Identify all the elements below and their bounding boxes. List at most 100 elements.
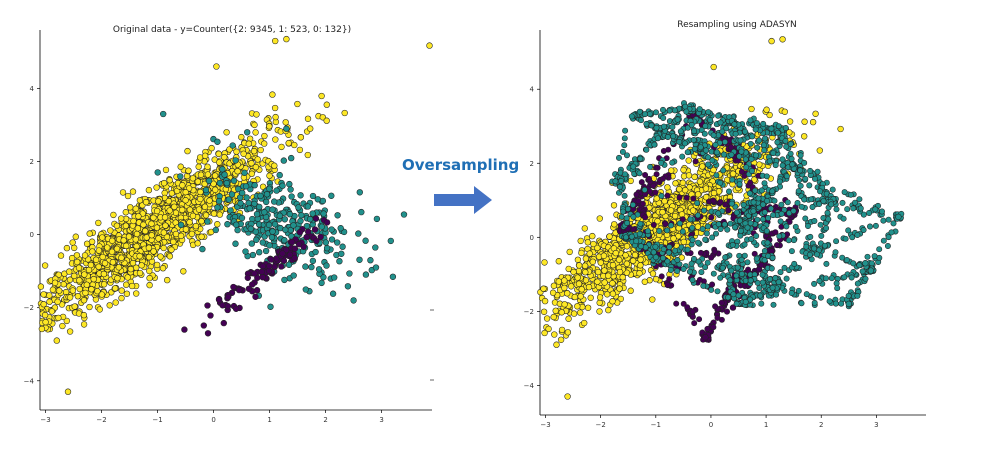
point-class-2 xyxy=(695,191,701,197)
point-class-2 xyxy=(134,243,140,249)
point-class-2 xyxy=(550,290,556,296)
point-class-1 xyxy=(762,248,767,253)
point-class-1 xyxy=(625,206,630,211)
point-class-2 xyxy=(81,272,87,278)
point-class-0 xyxy=(233,306,239,312)
point-class-1 xyxy=(653,110,658,115)
point-class-2 xyxy=(258,147,264,153)
point-class-1 xyxy=(810,204,815,209)
point-class-1 xyxy=(784,224,789,229)
point-class-1 xyxy=(281,158,287,164)
y-tick-label: 0 xyxy=(530,234,534,242)
point-class-2 xyxy=(163,223,169,229)
point-class-2 xyxy=(58,253,64,259)
point-class-2 xyxy=(673,180,679,186)
point-class-1 xyxy=(680,154,685,159)
point-class-2 xyxy=(146,245,152,251)
point-class-1 xyxy=(741,202,746,207)
point-class-1 xyxy=(770,255,775,260)
point-class-2 xyxy=(686,173,692,179)
point-class-2 xyxy=(89,286,95,292)
point-class-1 xyxy=(744,165,749,170)
point-class-2 xyxy=(681,167,687,173)
point-class-2 xyxy=(810,119,816,125)
point-class-2 xyxy=(637,270,643,276)
point-class-1 xyxy=(233,158,239,164)
point-class-2 xyxy=(139,262,145,268)
point-class-2 xyxy=(650,271,656,277)
point-class-1 xyxy=(783,138,788,143)
point-class-1 xyxy=(644,147,649,152)
point-class-2 xyxy=(692,174,698,180)
point-class-2 xyxy=(93,257,99,263)
point-class-2 xyxy=(137,270,143,276)
point-class-2 xyxy=(286,140,292,146)
point-class-1 xyxy=(743,157,748,162)
point-class-2 xyxy=(202,204,208,210)
point-class-1 xyxy=(873,223,878,228)
arrow-shape xyxy=(434,186,492,214)
point-class-2 xyxy=(813,111,819,117)
point-class-2 xyxy=(193,223,199,229)
point-class-2 xyxy=(178,233,184,239)
point-class-2 xyxy=(561,285,567,291)
point-class-2 xyxy=(579,286,585,292)
point-class-2 xyxy=(595,269,601,275)
point-class-2 xyxy=(162,214,168,220)
point-class-1 xyxy=(705,260,710,265)
point-class-0 xyxy=(709,282,714,287)
point-class-1 xyxy=(203,187,209,193)
point-class-1 xyxy=(319,224,325,230)
point-class-1 xyxy=(622,193,627,198)
point-class-2 xyxy=(39,326,45,332)
point-class-2 xyxy=(133,291,139,297)
point-class-2 xyxy=(154,225,160,231)
point-class-0 xyxy=(685,305,690,310)
point-class-2 xyxy=(42,263,48,269)
point-class-0 xyxy=(660,176,665,181)
point-class-1 xyxy=(877,247,882,252)
point-class-1 xyxy=(833,239,838,244)
point-class-1 xyxy=(645,228,650,233)
point-class-1 xyxy=(230,143,236,149)
point-class-2 xyxy=(583,256,589,262)
point-class-2 xyxy=(183,227,189,233)
point-class-1 xyxy=(303,287,309,293)
point-class-1 xyxy=(722,222,727,227)
x-tick-label: −3 xyxy=(40,416,50,424)
point-class-2 xyxy=(638,262,644,268)
point-class-1 xyxy=(274,188,280,194)
point-class-1 xyxy=(622,143,627,148)
point-class-0 xyxy=(719,300,724,305)
point-class-2 xyxy=(167,177,173,183)
point-class-1 xyxy=(772,198,777,203)
point-class-2 xyxy=(541,309,547,315)
point-class-2 xyxy=(266,123,272,129)
point-class-0 xyxy=(324,220,330,226)
point-class-1 xyxy=(363,238,369,244)
point-class-2 xyxy=(109,238,115,244)
point-class-1 xyxy=(305,204,311,210)
point-class-0 xyxy=(665,282,670,287)
point-class-1 xyxy=(178,222,184,228)
point-class-2 xyxy=(209,145,215,151)
point-class-0 xyxy=(663,221,668,226)
point-class-1 xyxy=(287,211,293,217)
point-class-1 xyxy=(833,301,838,306)
point-class-2 xyxy=(211,211,217,217)
point-class-2 xyxy=(119,255,125,261)
point-class-1 xyxy=(753,153,758,158)
point-class-1 xyxy=(624,153,629,158)
point-class-2 xyxy=(568,283,574,289)
point-class-1 xyxy=(659,193,664,198)
point-class-2 xyxy=(672,213,678,219)
point-class-2 xyxy=(96,248,102,254)
point-class-1 xyxy=(817,189,822,194)
chart-title-adasyn: Resampling using ADASYN xyxy=(677,20,797,30)
point-class-1 xyxy=(670,160,675,165)
point-class-0 xyxy=(304,234,310,240)
point-class-1 xyxy=(738,138,743,143)
point-class-0 xyxy=(711,324,716,329)
point-class-2 xyxy=(638,257,644,263)
point-class-2 xyxy=(74,259,80,265)
